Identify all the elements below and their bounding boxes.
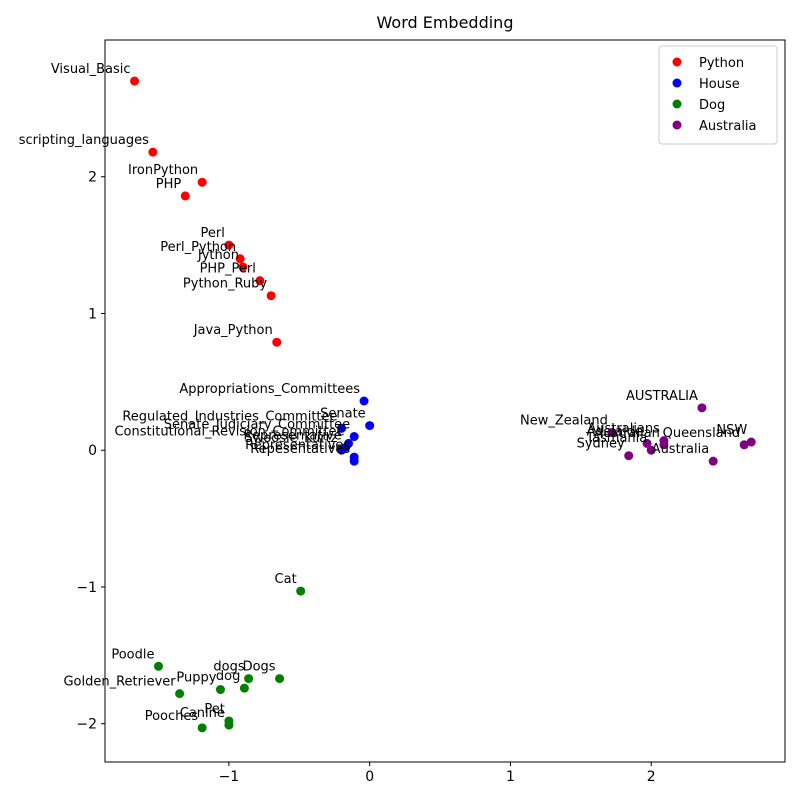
x-tick-label-2: 1 <box>506 769 515 785</box>
point-label-australia-8: Sydney <box>577 437 625 452</box>
point-australia-6 <box>642 438 652 448</box>
x-tick-label-0: −1 <box>219 769 240 785</box>
point-dog-9 <box>197 723 207 733</box>
point-label-house-4: Constitutional_Revision_Committee <box>114 424 344 439</box>
point-house-0 <box>359 396 369 406</box>
point-house-1 <box>365 421 375 431</box>
data-points <box>130 76 756 733</box>
legend-marker-house <box>672 78 682 88</box>
y-tick-label-0: −2 <box>76 717 97 733</box>
point-python-1 <box>148 147 158 157</box>
point-australia-3 <box>739 440 749 450</box>
point-label-python-4: Perl <box>201 226 225 241</box>
point-labels: Visual_Basic scripting_languages IronPytho… <box>19 62 748 724</box>
point-label-house-0: Appropriations_Committees <box>179 382 360 397</box>
point-python-9 <box>272 337 282 347</box>
point-label-dog-4: dogs <box>213 660 244 675</box>
point-label-australia-5: Australian <box>594 426 660 441</box>
point-dog-1 <box>153 661 163 671</box>
axes: −1 0 1 2 −2 −1 0 1 2 <box>76 170 655 785</box>
point-house-3 <box>349 432 359 442</box>
point-dog-4 <box>244 674 254 684</box>
point-label-dog-1: Poodle <box>111 647 154 662</box>
point-label-python-9: Java_Python <box>193 323 273 338</box>
point-label-dog-9: Pooches <box>145 709 199 724</box>
point-label-dog-7: Pet <box>204 702 224 717</box>
point-label-dog-2: Golden_Retriever <box>63 675 176 690</box>
point-label-australia-1: New_Zealand <box>520 413 608 428</box>
point-house-8 <box>349 456 359 466</box>
point-label-house-8: Repesentatives <box>250 442 350 457</box>
y-tick-label-2: 0 <box>88 443 97 459</box>
point-house-2 <box>337 423 347 433</box>
point-label-dog-6: dog <box>216 669 240 684</box>
point-australia-8 <box>624 451 634 461</box>
point-dog-3 <box>215 685 225 695</box>
point-label-australia-3: Queensland <box>663 426 741 441</box>
y-tick-label-4: 2 <box>88 170 97 186</box>
point-label-dog-3: Puppy <box>176 671 216 686</box>
point-australia-2 <box>746 437 756 447</box>
plot-frame <box>104 39 786 763</box>
point-label-australia-9: Australia <box>652 442 710 457</box>
point-python-6 <box>238 262 248 272</box>
point-label-house-6: Swoosie_Kurtz <box>244 431 337 446</box>
point-label-python-2: IronPython <box>128 163 198 178</box>
point-dog-6 <box>239 683 249 693</box>
chart-title: Word Embedding <box>377 13 514 32</box>
point-python-3 <box>180 191 190 201</box>
legend-box <box>658 45 778 145</box>
legend-label-house: House <box>699 77 740 92</box>
point-label-python-0: Visual_Basic <box>51 62 131 77</box>
point-label-australia-4: Australians <box>587 422 660 437</box>
point-australia-1 <box>607 427 617 437</box>
point-label-australia-7: Tasmania <box>585 431 647 446</box>
point-label-house-5: Representative <box>244 428 342 443</box>
point-dog-2 <box>175 689 185 699</box>
point-label-house-2: Regulated_Industries_Committee <box>122 409 337 424</box>
legend-marker-dog <box>672 99 682 109</box>
point-label-australia-2: NSW <box>716 423 747 438</box>
point-australia-9 <box>708 456 718 466</box>
point-label-australia-6: Adelaide <box>587 424 643 439</box>
legend-marker-python <box>672 57 682 67</box>
legend-label-dog: Dog <box>699 98 725 113</box>
point-dog-5 <box>275 674 285 684</box>
y-tick-label-3: 1 <box>88 306 97 322</box>
point-label-dog-0: Cat <box>275 572 297 587</box>
point-label-python-8: Python_Ruby <box>183 277 268 292</box>
point-python-2 <box>197 177 207 187</box>
point-label-python-5: Perl_Python <box>160 240 236 255</box>
point-label-house-3: Senate_Judiciary_Committee <box>164 418 350 433</box>
x-tick-label-3: 2 <box>647 769 656 785</box>
plot-border <box>104 39 786 763</box>
y-tick-label-1: −1 <box>76 580 97 596</box>
point-label-house-1: Senate <box>320 407 366 422</box>
legend: Python House Dog Australia <box>658 45 778 145</box>
legend-label-python: Python <box>699 56 744 71</box>
x-tick-label-1: 0 <box>365 769 374 785</box>
legend-marker-australia <box>672 120 682 130</box>
point-dog-8 <box>224 720 234 730</box>
legend-label-australia: Australia <box>699 119 757 134</box>
point-label-python-3: PHP <box>156 177 182 192</box>
point-python-8 <box>266 291 276 301</box>
point-python-7 <box>255 276 265 286</box>
point-label-dog-5: Dogs <box>243 660 276 675</box>
point-label-australia-0: AUSTRALIA <box>626 389 698 404</box>
point-house-6 <box>337 445 347 455</box>
point-python-0 <box>130 76 140 86</box>
point-label-house-7: Representatives <box>245 438 350 453</box>
point-label-python-6: Jython <box>197 248 239 263</box>
point-australia-5 <box>659 440 669 450</box>
point-dog-0 <box>296 586 306 596</box>
point-python-5 <box>235 254 245 264</box>
point-label-python-7: PHP_Perl <box>200 262 256 277</box>
point-python-4 <box>224 240 234 250</box>
point-australia-0 <box>697 403 707 413</box>
point-australia-7 <box>646 445 656 455</box>
point-label-python-1: scripting_languages <box>19 133 149 148</box>
point-label-dog-8: Canine <box>180 706 225 721</box>
